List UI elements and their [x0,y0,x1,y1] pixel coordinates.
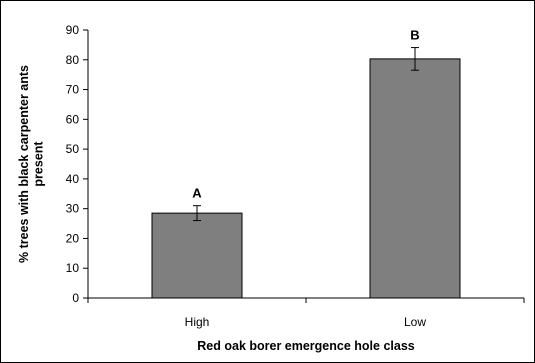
error-bar-low [411,47,419,71]
x-tick-label: High [185,315,210,329]
y-tick-label: 80 [66,53,80,67]
y-axis-ticks: 0 10 20 30 40 50 60 70 80 90 [66,23,88,305]
y-tick-label: 10 [66,261,80,275]
y-tick-label: 20 [66,231,80,245]
y-tick-label: 60 [66,112,80,126]
x-tick-label: Low [404,315,426,329]
y-tick-label: 0 [72,291,79,305]
y-tick-label: 40 [66,172,80,186]
significance-letter: A [192,186,202,201]
x-axis-ticks: High Low [87,298,525,329]
y-axis-title: % trees with black carpenter antspresent [17,65,45,263]
bar-low [369,58,461,299]
y-tick-label: 90 [66,23,80,37]
y-tick-label: 70 [66,83,80,97]
bars: AB [151,28,461,299]
y-tick-label: 30 [66,202,80,216]
error-bar-high [193,205,201,222]
bar-high [151,212,243,299]
x-axis-title: Red oak borer emergence hole class [197,339,415,353]
y-tick-label: 50 [66,142,80,156]
significance-letter: B [410,28,419,43]
